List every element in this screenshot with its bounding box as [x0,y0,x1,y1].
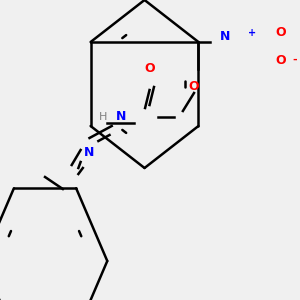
Text: H: H [99,112,107,122]
Text: O: O [144,62,155,76]
Text: -: - [292,55,297,65]
Text: O: O [276,53,286,67]
Text: O: O [276,26,286,40]
Text: N: N [84,146,95,160]
Text: N: N [220,29,231,43]
Text: O: O [189,80,199,94]
Text: N: N [116,110,126,124]
Text: +: + [248,28,256,38]
